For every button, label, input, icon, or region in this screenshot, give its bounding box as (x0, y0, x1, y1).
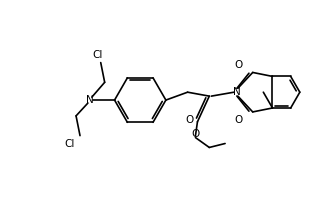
Text: O: O (235, 115, 243, 125)
Text: O: O (235, 60, 243, 70)
Text: N: N (86, 95, 94, 105)
Text: O: O (191, 129, 200, 139)
Text: Cl: Cl (93, 50, 103, 60)
Text: O: O (185, 115, 194, 125)
Text: Cl: Cl (64, 138, 74, 148)
Text: N: N (233, 87, 241, 97)
